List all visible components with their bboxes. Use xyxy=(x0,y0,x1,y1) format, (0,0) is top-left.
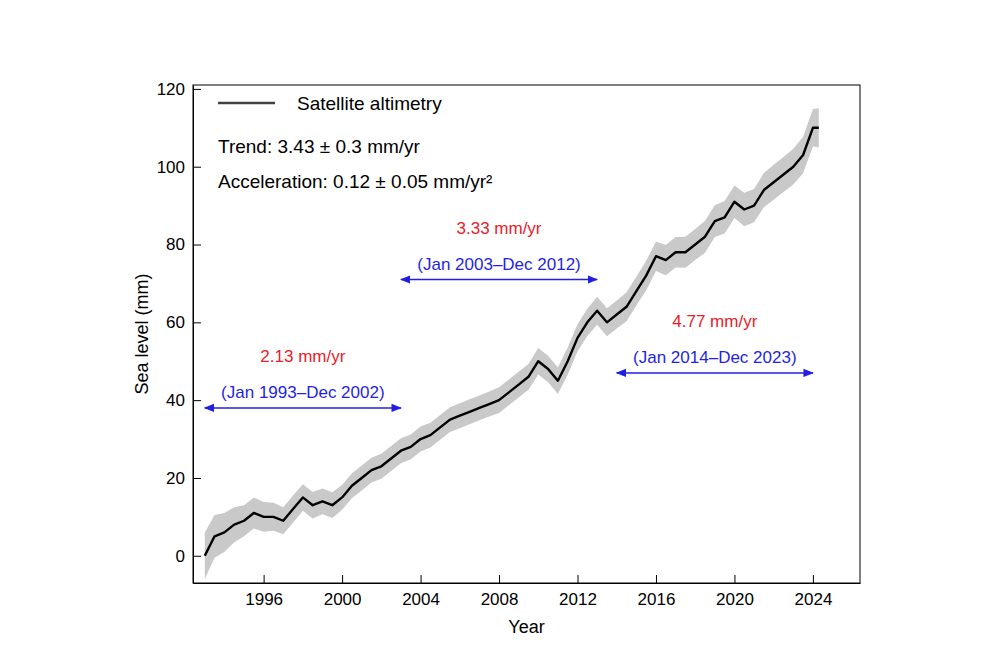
y-tick: 20 xyxy=(166,469,201,488)
x-tick: 2016 xyxy=(638,575,676,609)
y-axis-line xyxy=(193,86,194,584)
x-tick-mark xyxy=(499,575,500,583)
y-tick-mark xyxy=(193,478,201,479)
x-axis-title: Year xyxy=(508,617,544,637)
x-tick-mark xyxy=(342,575,343,583)
background xyxy=(0,0,990,667)
x-tick-label: 2000 xyxy=(324,590,362,609)
y-tick-mark xyxy=(193,167,201,168)
y-axis-title: Sea level (mm) xyxy=(132,273,152,394)
y-tick: 120 xyxy=(157,80,201,99)
y-tick-mark xyxy=(193,89,201,90)
x-axis-line xyxy=(194,583,861,584)
marks xyxy=(205,108,819,579)
legend: Satellite altimetry Trend: 3.43 ± 0.3 mm/… xyxy=(218,93,492,192)
x-tick: 2008 xyxy=(481,575,519,609)
x-tick-mark xyxy=(264,575,265,583)
period-label: (Jan 2003–Dec 2012) xyxy=(417,255,581,274)
x-tick: 2000 xyxy=(324,575,362,609)
x-tick: 2024 xyxy=(795,575,833,609)
rate-label: 4.77 mm/yr xyxy=(672,312,757,331)
x-tick-mark xyxy=(421,575,422,583)
y-tick-mark xyxy=(193,400,201,401)
stat-text: Trend: 3.43 ± 0.3 mm/yr xyxy=(218,136,421,157)
y-tick-label: 20 xyxy=(166,469,185,488)
y-tick-mark xyxy=(193,556,201,557)
legend-swatch xyxy=(218,102,275,104)
y-tick: 100 xyxy=(157,158,201,177)
rate-label: 2.13 mm/yr xyxy=(260,347,345,366)
x-tick: 2012 xyxy=(559,575,597,609)
x-tick-label: 2004 xyxy=(402,590,440,609)
y-tick: 60 xyxy=(166,313,201,332)
x-tick: 2004 xyxy=(402,575,440,609)
annotations: (Jan 1993–Dec 2002) 2.13 mm/yr (Jan 2003–D… xyxy=(205,219,813,408)
stat-text: Acceleration: 0.12 ± 0.05 mm/yr² xyxy=(218,171,492,192)
x-tick-label: 1996 xyxy=(245,590,283,609)
x-tick-label: 2016 xyxy=(638,590,676,609)
x-tick: 1996 xyxy=(245,575,283,609)
period-arrow xyxy=(401,279,597,281)
x-tick-label: 2020 xyxy=(716,590,754,609)
y-tick: 40 xyxy=(166,391,201,410)
x-tick-label: 2008 xyxy=(481,590,519,609)
y-tick-mark xyxy=(193,245,201,246)
period-label: (Jan 1993–Dec 2002) xyxy=(221,383,385,402)
series-line xyxy=(205,128,819,556)
y-tick: 80 xyxy=(166,235,201,254)
plot-frame xyxy=(193,85,860,583)
x-tick-mark xyxy=(578,575,579,583)
plot: 1996 2000 2004 2008 2012 2016 2020 2024 0 20 40 60 8… xyxy=(157,80,861,609)
uncertainty-band xyxy=(205,108,819,579)
y-tick-label: 80 xyxy=(166,235,185,254)
y-tick-label: 100 xyxy=(157,158,185,177)
y-tick-label: 40 xyxy=(166,391,185,410)
x-tick-label: 2012 xyxy=(559,590,597,609)
legend-label: Satellite altimetry xyxy=(297,93,442,114)
rate-label: 3.33 mm/yr xyxy=(457,219,542,238)
x-axis: 1996 2000 2004 2008 2012 2016 2020 2024 xyxy=(194,575,861,609)
y-tick-label: 120 xyxy=(157,80,185,99)
period-arrow xyxy=(617,372,813,374)
chart: 1996 2000 2004 2008 2012 2016 2020 2024 0 20 40 60 8… xyxy=(0,0,990,667)
x-tick-mark xyxy=(656,575,657,583)
x-tick-mark xyxy=(734,575,735,583)
period-arrow xyxy=(205,407,401,409)
x-tick-label: 2024 xyxy=(795,590,833,609)
y-axis: 0 20 40 60 80 100 120 xyxy=(157,80,201,584)
y-tick: 0 xyxy=(176,547,201,566)
x-tick: 2020 xyxy=(716,575,754,609)
period-label: (Jan 2014–Dec 2023) xyxy=(633,348,797,367)
y-tick-label: 60 xyxy=(166,313,185,332)
y-tick-mark xyxy=(193,322,201,323)
y-tick-label: 0 xyxy=(176,547,185,566)
x-tick-mark xyxy=(813,575,814,583)
